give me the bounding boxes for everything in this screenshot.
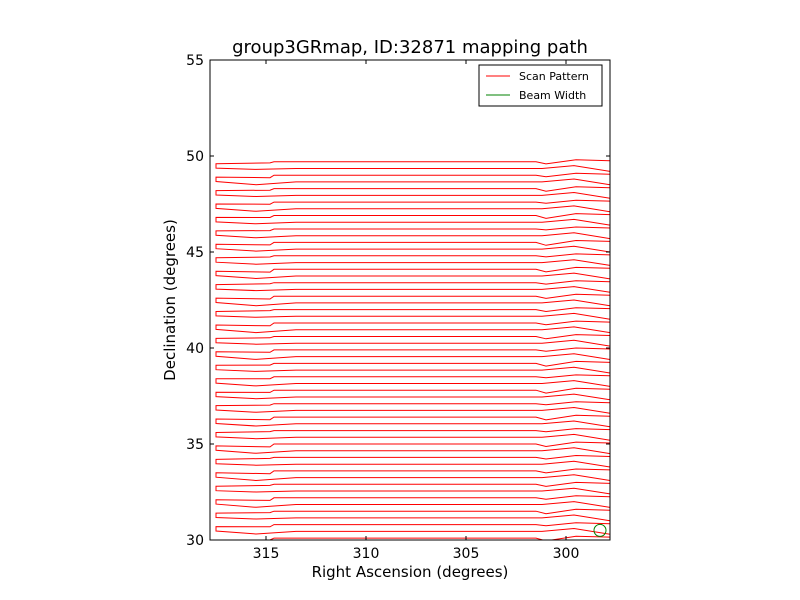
x-tick-label: 300	[553, 546, 580, 562]
x-axis: 315 310 305 300	[253, 60, 580, 562]
y-tick-label: 45	[186, 245, 204, 261]
x-axis-label: Right Ascension (degrees)	[312, 563, 509, 581]
y-tick-label: 50	[186, 149, 204, 165]
x-tick-label: 310	[353, 546, 380, 562]
y-axis-label: Declination (degrees)	[161, 219, 179, 381]
y-tick-label: 40	[186, 341, 204, 357]
plot-area	[209, 59, 611, 541]
y-tick-label: 55	[186, 53, 204, 69]
y-axis: 30 35 40 45 50 55	[186, 53, 610, 549]
legend: Scan Pattern Beam Width	[478, 64, 603, 107]
chart-title: group3GRmap, ID:32871 mapping path	[232, 37, 588, 58]
x-tick-label: 315	[253, 546, 280, 562]
scan-pattern-series	[215, 159, 610, 540]
legend-beam-label: Beam Width	[519, 89, 586, 102]
scan-pattern-path	[215, 159, 610, 540]
y-tick-label: 30	[186, 533, 204, 549]
y-tick-label: 35	[186, 437, 204, 453]
beam-width-circle	[593, 523, 607, 537]
x-tick-label: 305	[453, 546, 480, 562]
beam-width-series	[593, 523, 607, 537]
legend-box	[478, 64, 603, 107]
legend-scan-label: Scan Pattern	[519, 70, 589, 83]
